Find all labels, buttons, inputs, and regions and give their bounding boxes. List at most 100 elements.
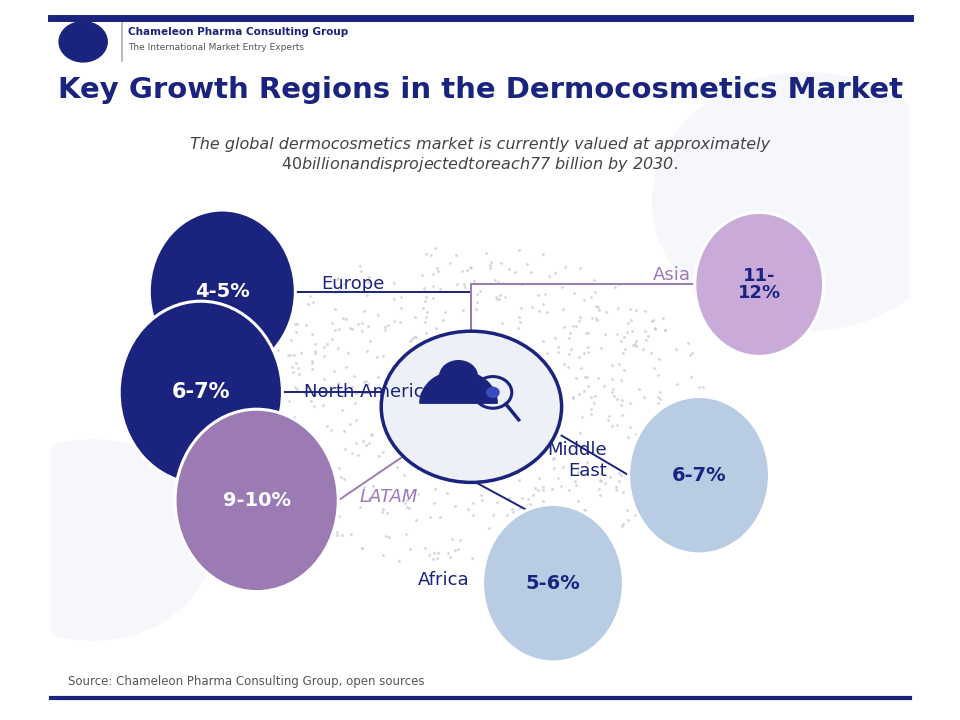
Point (290, 383, 305, 395)
Point (455, 265, 470, 276)
Point (330, 342, 346, 354)
Point (565, 391, 581, 402)
Point (612, 475, 627, 487)
Point (507, 266, 522, 278)
Point (474, 494, 490, 505)
Point (410, 487, 425, 499)
Point (430, 263, 445, 274)
Point (393, 316, 408, 328)
Point (265, 486, 280, 498)
Point (668, 343, 684, 354)
Point (497, 291, 513, 302)
Point (396, 469, 412, 481)
Point (635, 474, 650, 486)
Point (290, 318, 305, 330)
Point (627, 338, 642, 350)
Point (344, 324, 359, 336)
Point (419, 248, 434, 260)
Point (589, 314, 605, 325)
Point (597, 380, 612, 392)
Point (512, 316, 527, 328)
Point (556, 321, 571, 333)
Point (625, 339, 640, 351)
Point (331, 510, 347, 522)
Point (304, 357, 320, 369)
Point (294, 347, 309, 359)
Point (664, 457, 680, 469)
Point (614, 486, 630, 498)
Point (397, 498, 413, 509)
Point (683, 371, 698, 382)
Text: LATAM: LATAM (360, 488, 419, 506)
Point (416, 302, 431, 314)
Point (270, 382, 285, 393)
Point (588, 312, 604, 323)
Point (593, 469, 609, 480)
Point (583, 292, 598, 303)
Point (354, 542, 370, 554)
Point (274, 309, 289, 320)
Point (592, 474, 608, 485)
Point (310, 456, 325, 467)
Point (265, 426, 280, 438)
Point (645, 433, 660, 445)
Point (358, 375, 373, 387)
Point (286, 411, 301, 423)
Point (576, 386, 591, 397)
Point (465, 552, 480, 563)
Point (336, 278, 351, 289)
Point (572, 428, 588, 439)
Point (277, 310, 293, 321)
Point (526, 490, 541, 501)
Point (450, 543, 466, 554)
Text: Asia: Asia (653, 266, 690, 284)
Point (270, 379, 285, 390)
Point (622, 397, 637, 409)
Point (647, 489, 662, 500)
Point (279, 487, 295, 498)
Point (352, 501, 368, 513)
Point (277, 495, 293, 507)
Point (330, 485, 346, 497)
Point (568, 503, 584, 514)
Point (381, 531, 396, 543)
Point (547, 332, 563, 343)
Point (494, 318, 510, 329)
Point (550, 472, 565, 483)
Point (531, 472, 546, 484)
Point (539, 527, 554, 539)
Point (341, 385, 356, 397)
Point (425, 280, 441, 292)
Point (283, 334, 299, 346)
Point (490, 496, 505, 508)
Point (241, 359, 256, 370)
Point (511, 244, 526, 256)
Point (580, 371, 595, 382)
Point (554, 282, 569, 293)
Point (247, 450, 262, 462)
Point (631, 384, 646, 395)
Point (347, 370, 362, 382)
Point (453, 534, 468, 546)
Point (329, 274, 345, 285)
Point (263, 339, 278, 351)
Point (425, 553, 441, 564)
Point (636, 343, 651, 354)
Point (267, 366, 282, 377)
Point (623, 303, 638, 315)
Point (460, 503, 475, 515)
Point (669, 379, 684, 390)
Point (426, 547, 442, 559)
Point (239, 410, 254, 422)
Point (662, 465, 678, 477)
Point (572, 263, 588, 274)
Circle shape (381, 331, 562, 482)
Point (359, 289, 374, 300)
Point (418, 311, 433, 323)
Point (571, 388, 587, 400)
Point (614, 410, 630, 421)
Point (231, 392, 247, 404)
Point (573, 363, 588, 374)
Point (287, 318, 302, 330)
Point (280, 448, 296, 459)
